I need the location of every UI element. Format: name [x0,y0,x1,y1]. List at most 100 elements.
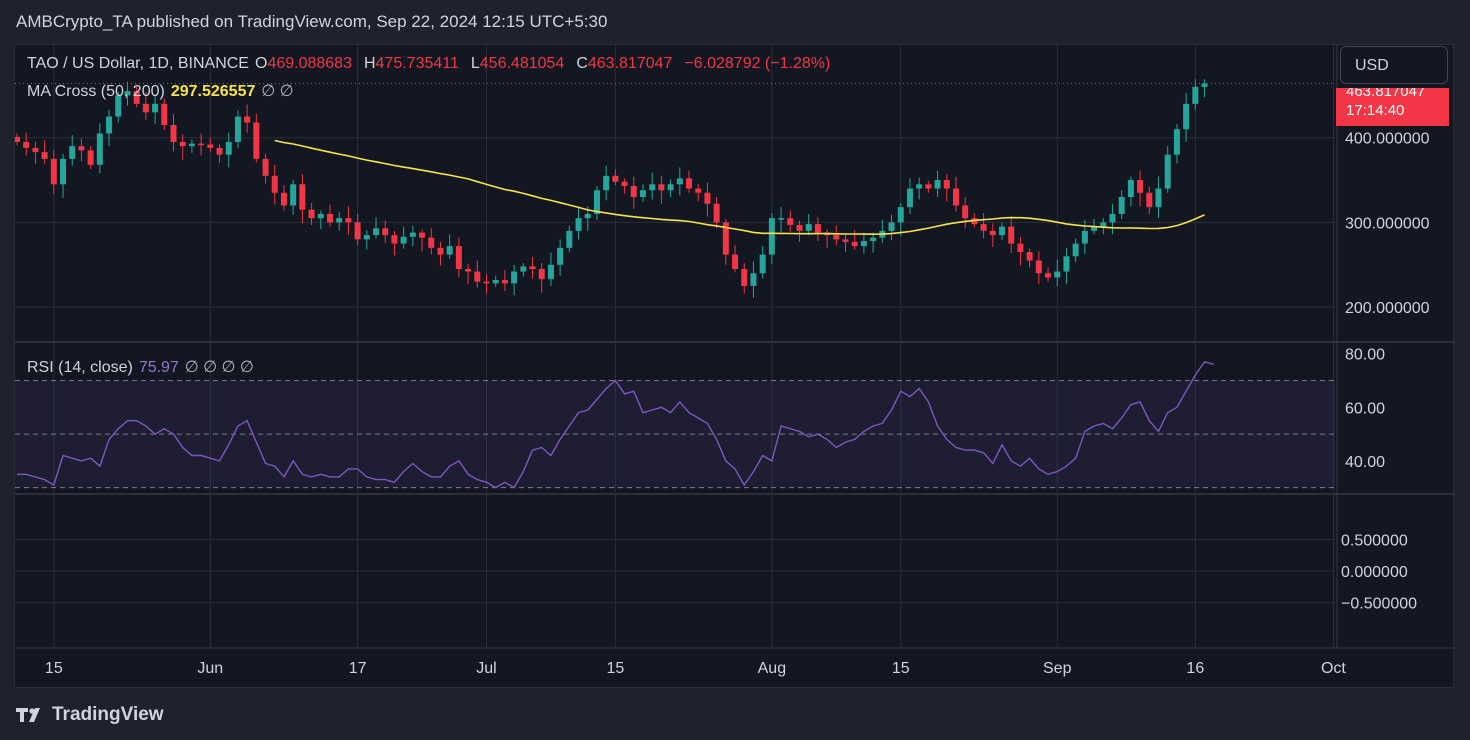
candle-body [87,150,94,165]
time-axis-label: 16 [1186,660,1204,677]
candle-body [1192,86,1199,104]
candle-body [1183,103,1190,130]
price-legend: TAO / US Dollar, 1D, BINANCE O469.088683 H… [27,55,836,73]
candle-body [713,203,720,223]
candle-body [722,222,729,255]
candle-body [1155,188,1162,208]
candle-body [1008,226,1015,244]
candle-body [244,116,251,123]
candle-body [69,146,76,159]
candle-body [1118,197,1125,214]
candle-body [96,133,103,165]
candle-body [345,218,352,223]
tradingview-logo[interactable]: TradingView [16,704,164,726]
candle-body [308,209,315,219]
ma-label[interactable]: MA Cross (50, 200) [27,83,165,100]
candle-body [814,224,821,233]
candle-body [483,281,490,284]
candle-body [271,175,278,193]
tradingview-logo-icon [16,708,40,722]
candle-body [115,95,122,117]
candle-body [400,236,407,244]
candle-body [538,269,545,280]
candle-body [732,254,739,269]
chart-canvas[interactable]: 400.000000 300.000000 200.000000 80.00 60.00… [15,45,1455,689]
candle-body [41,152,48,159]
candle-body [842,239,849,242]
candle-body [299,184,306,210]
time-axis-label: Jul [476,660,496,677]
candle-body [630,185,637,197]
open-label: O [254,55,268,72]
candle-body [511,271,518,284]
candle-body [621,181,628,186]
candle-body [253,122,260,159]
candle-body [262,158,269,176]
candle-body [354,222,361,240]
chart-frame: 400.000000 300.000000 200.000000 80.00 60.00… [14,44,1455,689]
candle-body [32,147,39,153]
candle-body [78,146,85,151]
time-axis-label: Aug [758,660,786,677]
price-axis-label: 300.000000 [1345,215,1430,232]
open-value: 469.088683 [267,55,352,72]
candle-body [363,235,370,240]
candle-body [446,246,453,255]
candle-body [851,241,858,247]
candle-body [750,273,757,286]
candle-body [336,218,343,223]
candle-body [60,158,67,185]
lower-axis-label: −0.500000 [1341,596,1417,613]
rsi-line [17,360,1214,489]
candle-body [667,184,674,191]
candle-body [1091,226,1098,231]
symbol-label[interactable]: TAO / US Dollar, 1D, BINANCE [27,55,249,72]
price-axis-label: 400.000000 [1345,131,1430,148]
candle-body [474,271,481,282]
candle-body [695,188,702,193]
lower-axis-label: 0.000000 [1341,564,1408,581]
candle-body [188,143,195,147]
candle-body [741,269,748,286]
candle-body [612,175,619,182]
rsi-label[interactable]: RSI (14, close) [27,359,133,376]
candle-body [897,207,904,223]
candle-body [805,224,812,231]
candle-body [520,266,527,272]
candle-body [290,184,297,206]
candle-body [179,141,186,147]
candle-body [419,232,426,238]
candle-body [860,241,867,247]
candle-body [198,143,205,146]
currency-selector[interactable]: USD [1340,46,1448,84]
rsi-axis-label: 40.00 [1345,454,1385,471]
candle-body [216,147,223,155]
candle-body [649,184,656,191]
candle-body [686,178,693,189]
candle-body [989,230,996,236]
candle-body [1146,192,1153,208]
candle-body [584,213,591,219]
candle-body [575,218,582,231]
candle-body [603,175,610,191]
low-label: L [470,55,480,72]
candle-body [326,213,333,223]
candle-body [1054,271,1061,278]
candle-body [1072,243,1079,257]
close-value: 463.817047 [587,55,673,72]
change-value: −6.028792 (−1.28%) [684,55,831,72]
rsi-extra: ∅ ∅ ∅ ∅ [184,359,254,376]
candle-body [1100,222,1107,227]
candle-body [593,190,600,214]
candle-body [1109,213,1116,223]
high-label: H [363,55,376,72]
candle-body [207,144,214,148]
candle-body [15,136,20,142]
candle-body [566,230,573,248]
candle-body [409,232,416,237]
price-axis-label: 200.000000 [1345,300,1430,317]
last-price-tag: 463.817047 17:14:40 [1336,88,1449,126]
candle-body [1173,129,1180,155]
candle-body [925,184,932,189]
time-axis-label: 15 [892,660,910,677]
